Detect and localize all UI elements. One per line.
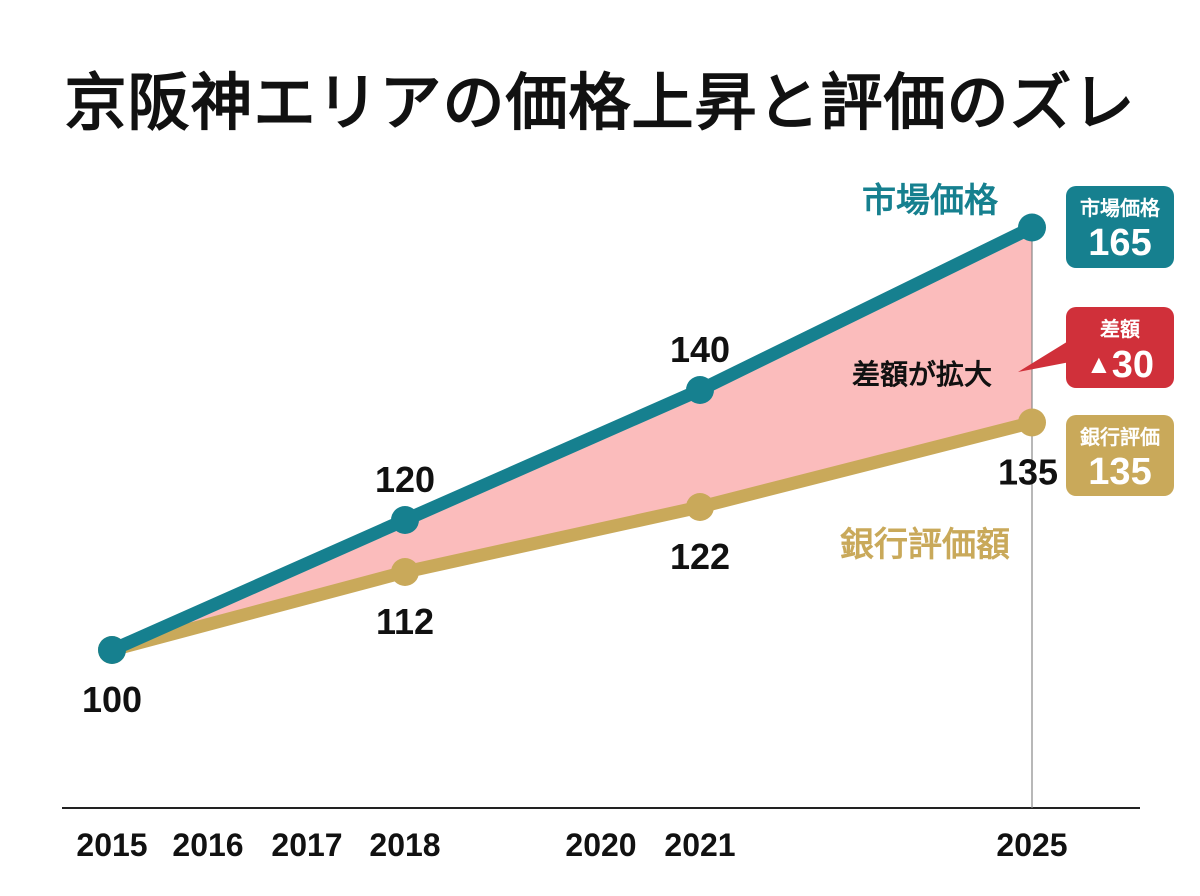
gap-callout-pointer xyxy=(1018,340,1070,372)
data-label: 135 xyxy=(998,452,1058,493)
series-line-1 xyxy=(110,416,1034,657)
data-label: 100 xyxy=(82,679,142,720)
data-point-0-2015 xyxy=(98,636,126,664)
gap-annotation: 差額が拡大 xyxy=(852,358,992,391)
gap-area xyxy=(112,227,1032,650)
chart-title: 京阪神エリアの価格上昇と評価のズレ xyxy=(64,66,1136,139)
data-point-0-2025 xyxy=(1018,213,1046,242)
data-point-0-2021 xyxy=(686,376,714,404)
series-name-market: 市場価格 xyxy=(862,181,999,221)
data-label: 120 xyxy=(375,459,435,500)
market-callout-value: 165 xyxy=(1088,222,1152,264)
data-label: 112 xyxy=(376,601,434,642)
data-label: 122 xyxy=(670,536,730,577)
gap-callout: 差額 ▲30 xyxy=(1066,307,1174,388)
x-tick-label: 2020 xyxy=(565,827,636,863)
bank-valuation-callout: 銀行評価 135 xyxy=(1066,415,1174,496)
data-point-0-2018 xyxy=(391,506,419,534)
x-tick-label: 2025 xyxy=(996,827,1067,863)
series-line-0 xyxy=(109,221,1035,656)
warning-icon: ▲ xyxy=(1085,349,1112,379)
market-callout-label: 市場価格 xyxy=(1080,196,1160,220)
bank-callout-value: 135 xyxy=(1088,451,1152,493)
market-price-callout: 市場価格 165 xyxy=(1066,186,1174,268)
data-point-1-2018 xyxy=(391,558,419,586)
x-tick-label: 2015 xyxy=(76,827,147,863)
data-label: 140 xyxy=(670,329,730,370)
bank-callout-label: 銀行評価 xyxy=(1080,425,1160,449)
x-tick-label: 2021 xyxy=(664,827,735,863)
gap-callout-value: 30 xyxy=(1111,344,1154,386)
data-point-1-2025 xyxy=(1018,408,1046,437)
series-name-bank: 銀行評価額 xyxy=(840,525,1010,565)
x-tick-label: 2016 xyxy=(172,827,243,863)
x-tick-label: 2018 xyxy=(369,827,440,863)
x-tick-label: 2017 xyxy=(271,827,342,863)
gap-callout-label: 差額 xyxy=(1100,317,1140,341)
data-point-1-2021 xyxy=(686,493,714,521)
